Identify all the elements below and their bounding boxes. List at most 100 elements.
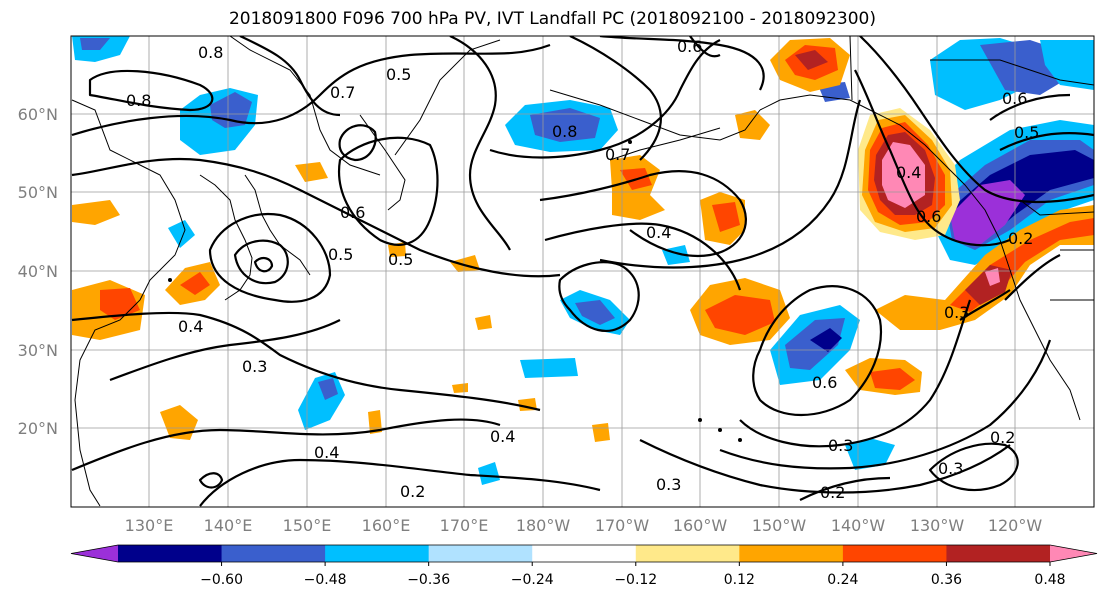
contour-label: 0.4 — [314, 443, 339, 462]
contour-label: 0.6 — [812, 373, 837, 392]
latitude-labels: 60°N 50°N 40°N 30°N 20°N — [18, 105, 58, 438]
lat-label: 20°N — [18, 419, 58, 438]
shade-pos-27 — [985, 268, 1000, 286]
lon-label: 140°W — [831, 516, 886, 535]
shade-neg-2 — [80, 38, 110, 50]
shade-neg-14 — [520, 358, 578, 378]
contour-label: 0.5 — [386, 65, 411, 84]
shade-pos-14 — [705, 295, 775, 335]
lon-label: 130°E — [125, 516, 174, 535]
colorbar-swatch — [118, 545, 223, 562]
colorbar-swatch — [842, 545, 947, 562]
colorbar: −0.60 −0.48 −0.36 −0.24 −0.12 0.12 0.24 0.36 0.4… — [70, 544, 1098, 588]
colorbar-extend-max — [1050, 545, 1097, 562]
contour-label: 0.3 — [656, 475, 681, 494]
shade-neg-13 — [318, 378, 338, 400]
lon-label: 140°E — [204, 516, 253, 535]
contour-label: 0.7 — [605, 145, 630, 164]
contour-label: 0.3 — [938, 459, 963, 478]
contour-label: 0.6 — [677, 37, 702, 56]
shade-pos-26 — [965, 265, 1012, 305]
colorbar-swatch — [946, 545, 1051, 562]
contour-label: 0.5 — [1014, 123, 1039, 142]
contour-label: 0.4 — [178, 317, 203, 336]
lon-label: 150°W — [752, 516, 807, 535]
contour-label: 0.2 — [990, 428, 1015, 447]
shade-pos-31 — [592, 423, 610, 442]
contour-label-group: 0.8 0.8 0.7 0.5 0.8 0.6 0.7 0.5 0.6 0.5 … — [126, 37, 1039, 502]
shade-neg-6 — [530, 108, 600, 142]
contour-label: 0.8 — [126, 91, 151, 110]
shade-neg-15 — [168, 220, 195, 248]
contour-label: 0.6 — [1002, 89, 1027, 108]
shade-pos-15 — [735, 110, 770, 140]
colorbar-tick-label: −0.60 — [200, 572, 243, 588]
lon-label: 150°E — [283, 516, 332, 535]
contour-label: 0.7 — [330, 83, 355, 102]
colorbar-tick-label: −0.12 — [614, 572, 657, 588]
lon-label: 170°E — [440, 516, 489, 535]
colorbar-extend-min — [71, 545, 118, 562]
contour-label: 0.5 — [328, 245, 353, 264]
colorbar-outline — [70, 544, 1098, 563]
colorbar-tick-label: −0.24 — [511, 572, 554, 588]
shade-neg-17 — [478, 462, 500, 485]
shade-pos-4 — [180, 272, 210, 295]
colorbar-tick-label: −0.48 — [304, 572, 347, 588]
pv-contours — [71, 36, 1094, 507]
contour-label: 0.6 — [916, 207, 941, 226]
contour-label: 0.5 — [388, 250, 413, 269]
lon-label: 170°W — [595, 516, 650, 535]
colorbar-swatch — [221, 545, 326, 562]
contour-label: 0.4 — [646, 223, 671, 242]
map-title: 2018091800 F096 700 hPa PV, IVT Landfall… — [228, 9, 876, 29]
lon-label: 120°W — [988, 516, 1043, 535]
lat-label: 60°N — [18, 105, 58, 124]
shade-pos-12 — [712, 202, 740, 232]
shade-pos-6 — [160, 405, 198, 440]
shade-pos-29 — [870, 368, 915, 390]
contour-label: 0.3 — [828, 436, 853, 455]
colorbar-tick-label: −0.36 — [407, 572, 450, 588]
lat-label: 40°N — [18, 262, 58, 281]
contour-label: 0.8 — [552, 122, 577, 141]
contour-label: 0.3 — [242, 357, 267, 376]
shade-pos-32 — [475, 315, 492, 330]
lat-label: 30°N — [18, 341, 58, 360]
contour-label: 0.2 — [1008, 229, 1033, 248]
colorbar-swatch — [739, 545, 844, 562]
colorbar-swatch — [532, 545, 637, 562]
colorbar-tick-label: 0.24 — [827, 572, 858, 588]
contour-label: 0.4 — [896, 163, 921, 182]
lon-label: 160°W — [673, 516, 728, 535]
shade-neg-8 — [575, 300, 615, 325]
colorbar-swatch — [428, 545, 533, 562]
shade-pos-7 — [295, 162, 328, 182]
lat-label: 50°N — [18, 183, 58, 202]
contour-label: 0.2 — [400, 482, 425, 501]
colorbar-tick-label: 0.36 — [931, 572, 962, 588]
map-frame — [70, 35, 1095, 508]
colorbar-tick-label: 0.12 — [724, 572, 755, 588]
contour-label: 0.3 — [944, 303, 969, 322]
shade-pos-2 — [100, 288, 140, 320]
shade-neg-22 — [950, 180, 1025, 245]
lon-label: 130°W — [910, 516, 965, 535]
longitude-labels: 130°E 140°E 150°E 160°E 170°E 180°W 170°… — [125, 516, 1043, 535]
lon-label: 160°E — [362, 516, 411, 535]
contour-label: 0.8 — [198, 43, 223, 62]
contour-label: 0.6 — [340, 203, 365, 222]
contour-label: 0.4 — [490, 427, 515, 446]
colorbar-tick-label: 0.48 — [1034, 572, 1065, 588]
contour-label: 0.2 — [820, 483, 845, 502]
coastlines — [71, 36, 1094, 507]
shade-pos-5 — [72, 200, 120, 225]
colorbar-swatch — [635, 545, 740, 562]
lon-label: 180°W — [516, 516, 571, 535]
shade-neg-18 — [845, 438, 895, 470]
pv-shading — [72, 36, 1094, 485]
colorbar-swatch — [325, 545, 430, 562]
shade-pos-18 — [795, 50, 828, 70]
shade-neg-25 — [1040, 40, 1094, 90]
